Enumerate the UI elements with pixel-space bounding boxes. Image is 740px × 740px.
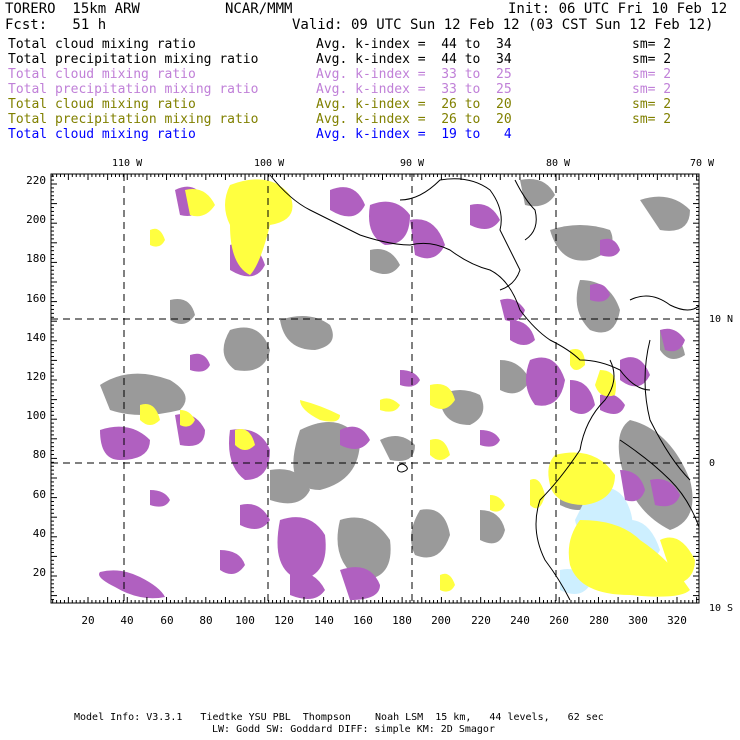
physics-info: LW: Godd SW: Goddard DIFF: simple KM: 2D…	[212, 724, 495, 735]
y-tick-label: 80	[33, 448, 46, 461]
lon-labels: 110 W 100 W 90 W 80 W 70 W	[112, 158, 715, 169]
purple-cloud-areas	[99, 186, 685, 600]
x-tick-label: 100	[235, 614, 255, 627]
legend-kindex: Avg. k-index = 44 to 34	[316, 37, 512, 52]
legend-sm: sm= 2	[632, 52, 672, 67]
yellow-cloud-areas	[140, 179, 695, 597]
x-tick-label: 60	[160, 614, 173, 627]
x-tick-label: 140	[314, 614, 334, 627]
legend-field: Total cloud mixing ratio	[8, 127, 196, 142]
x-tick-label: 280	[589, 614, 609, 627]
x-tick-label: 320	[667, 614, 687, 627]
legend-field: Total precipitation mixing ratio	[8, 112, 259, 127]
y-tick-label: 180	[26, 252, 46, 265]
x-tick-label: 20	[81, 614, 94, 627]
cloud-field	[99, 179, 695, 600]
x-tick-label: 180	[392, 614, 412, 627]
lon-label: 70 W	[690, 158, 715, 169]
legend-sm: sm= 2	[632, 82, 672, 97]
y-tick-label: 160	[26, 292, 46, 305]
x-tick-label: 200	[431, 614, 451, 627]
x-tick-label: 220	[471, 614, 491, 627]
model-title: TORERO 15km ARW	[5, 1, 140, 17]
lon-label: 90 W	[400, 158, 425, 169]
y-tick-label: 100	[26, 409, 46, 422]
x-tick-label: 240	[510, 614, 530, 627]
y-tick-label: 140	[26, 331, 46, 344]
y-tick-label: 40	[33, 527, 46, 540]
legend-field: Total precipitation mixing ratio	[8, 82, 259, 97]
lat-label: 0	[709, 458, 715, 469]
latlon-grid	[51, 174, 699, 603]
org-label: NCAR/MMM	[225, 1, 293, 17]
legend-sm: sm= 2	[632, 97, 672, 112]
legend-sm: sm= 2	[632, 67, 672, 82]
lat-label: 10 S	[709, 603, 733, 614]
x-tick-label: 40	[120, 614, 133, 627]
forecast-hour: Fcst: 51 h	[5, 17, 107, 33]
legend-kindex: Avg. k-index = 19 to 4	[316, 127, 512, 142]
lon-label: 110 W	[112, 158, 143, 169]
legend-kindex: Avg. k-index = 26 to 20	[316, 112, 512, 127]
legend-field: Total cloud mixing ratio	[8, 37, 196, 52]
model-info: Model Info: V3.3.1 Tiedtke YSU PBL Thomp…	[74, 712, 604, 723]
x-tick-label: 300	[628, 614, 648, 627]
y-tick-label: 220	[26, 174, 46, 187]
legend-kindex: Avg. k-index = 33 to 25	[316, 82, 512, 97]
lon-label: 100 W	[254, 158, 285, 169]
legend-kindex: Avg. k-index = 33 to 25	[316, 67, 512, 82]
lat-label: 10 N	[709, 314, 733, 325]
lon-label: 80 W	[546, 158, 571, 169]
x-tick-labels: 20 40 60 80 100 120 140 160 180 200 220 …	[81, 614, 687, 627]
lat-labels: 10 N 0 10 S	[709, 314, 733, 614]
y-tick-label: 120	[26, 370, 46, 383]
y-tick-label: 60	[33, 488, 46, 501]
x-tick-label: 160	[353, 614, 373, 627]
y-tick-label: 200	[26, 213, 46, 226]
legend-field: Total cloud mixing ratio	[8, 97, 196, 112]
legend-kindex: Avg. k-index = 26 to 20	[316, 97, 512, 112]
legend-kindex: Avg. k-index = 44 to 34	[316, 52, 512, 67]
x-tick-label: 120	[274, 614, 294, 627]
y-tick-label: 20	[33, 566, 46, 579]
legend-field: Total cloud mixing ratio	[8, 67, 196, 82]
axis-ticks	[51, 174, 699, 603]
coastlines	[269, 174, 699, 601]
init-time: Init: 06 UTC Fri 10 Feb 12	[508, 1, 728, 17]
legend-sm: sm= 2	[632, 112, 672, 127]
valid-time: Valid: 09 UTC Sun 12 Feb 12 (03 CST Sun …	[292, 17, 714, 33]
legend-sm: sm= 2	[632, 37, 672, 52]
x-tick-label: 80	[199, 614, 212, 627]
x-tick-label: 260	[549, 614, 569, 627]
legend-field: Total precipitation mixing ratio	[8, 52, 259, 67]
y-tick-labels: 20 40 60 80 100 120 140 160 180 200 220	[26, 174, 46, 579]
